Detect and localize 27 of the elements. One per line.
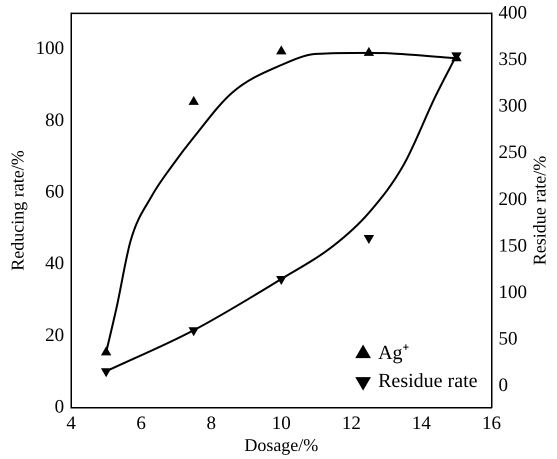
y2-axis-title: Residue rate/% <box>530 156 550 266</box>
y-tick-label: 20 <box>45 324 64 346</box>
y2-tick-label: 0 <box>498 375 508 396</box>
y2-tick-label: 50 <box>498 328 518 350</box>
y-tick-label: 60 <box>45 182 64 203</box>
y-tick-label: 80 <box>45 110 64 131</box>
x-tick-label: 14 <box>412 412 432 434</box>
x-tick-label: 12 <box>342 412 361 434</box>
legend-label: Residue rate <box>378 370 478 392</box>
y2-tick-label: 100 <box>498 282 527 303</box>
x-tick-label: 8 <box>206 412 216 434</box>
y-axis-title: Reducing rate/% <box>8 150 28 271</box>
x-tick-label: 16 <box>482 412 501 434</box>
y2-tick-label: 200 <box>498 188 527 210</box>
x-tick-label: 6 <box>136 412 146 434</box>
x-tick-label: 4 <box>66 412 76 434</box>
y2-tick-label: 350 <box>498 48 527 70</box>
y-tick-label: 100 <box>36 38 64 60</box>
y2-tick-label: 150 <box>498 235 527 256</box>
y2-tick-label: 250 <box>498 142 527 164</box>
y2-tick-label: 400 <box>498 2 527 24</box>
legend-label: Ag⁺ <box>378 342 410 364</box>
y2-tick-label: 300 <box>498 96 527 117</box>
x-tick-label: 10 <box>272 412 291 434</box>
x-axis-title: Dosage/% <box>244 434 318 455</box>
y-tick-label: 40 <box>45 253 64 274</box>
y-tick-label: 0 <box>54 396 64 418</box>
